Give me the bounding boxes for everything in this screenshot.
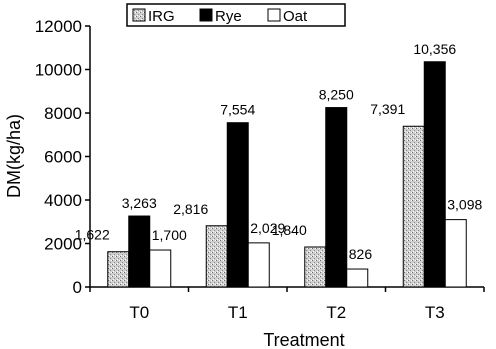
bar-irg-t0 (107, 251, 130, 288)
legend: IRG Rye Oat (126, 3, 346, 27)
data-label: 7,391 (370, 101, 405, 117)
bar-irg-t1 (205, 225, 228, 288)
data-label: 7,554 (220, 102, 255, 118)
data-label: 3,098 (447, 197, 482, 213)
data-label: 826 (349, 246, 373, 262)
bar-oat-t3 (444, 219, 467, 288)
data-label: 8,250 (319, 87, 354, 103)
bar-irg-t3 (402, 125, 425, 288)
y-tick-label: 8000 (44, 104, 82, 123)
y-tick-label: 12000 (35, 17, 82, 36)
data-label: 10,356 (413, 41, 456, 57)
bar-rye-t0 (128, 215, 151, 288)
data-label: 1,622 (75, 227, 110, 243)
x-tick-label: T1 (228, 303, 248, 322)
bar-rye-t3 (423, 61, 446, 288)
data-label: 1,700 (152, 227, 187, 243)
legend-label-irg: IRG (148, 8, 175, 25)
y-tick-label: 0 (73, 278, 82, 297)
x-axis-title: Treatment (263, 330, 344, 349)
y-axis-title: DM(kg/ha) (4, 114, 24, 198)
legend-swatch-irg (132, 8, 146, 22)
x-tick-label: T0 (129, 303, 149, 322)
bar-oat-t2 (346, 268, 369, 288)
bar-group (107, 61, 467, 288)
bar-rye-t2 (325, 107, 348, 288)
data-label: 2,816 (173, 201, 208, 217)
y-tick-label: 6000 (44, 148, 82, 167)
legend-label-rye: Rye (215, 8, 242, 25)
legend-swatch-rye (199, 8, 213, 22)
y-tick-label: 2000 (44, 235, 82, 254)
y-tick-label: 10000 (35, 61, 82, 80)
legend-swatch-oat (267, 8, 281, 22)
tick-group: 0 2000 4000 6000 8000 10000 12000 T0 T1 T2 T3 (35, 17, 485, 322)
bar-oat-t1 (247, 242, 270, 288)
data-label: 2,029 (250, 220, 285, 236)
data-label: 3,263 (122, 195, 157, 211)
legend-box (126, 3, 346, 27)
x-tick-label: T2 (326, 303, 346, 322)
bar-oat-t0 (149, 249, 172, 288)
data-label: 1,840 (272, 222, 307, 238)
bar-irg-t2 (304, 246, 327, 288)
bar-rye-t1 (226, 122, 249, 288)
legend-label-oat: Oat (283, 8, 308, 25)
y-tick-label: 4000 (44, 191, 82, 210)
x-tick-label: T3 (425, 303, 445, 322)
